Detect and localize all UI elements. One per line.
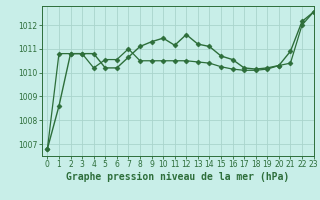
X-axis label: Graphe pression niveau de la mer (hPa): Graphe pression niveau de la mer (hPa): [66, 172, 289, 182]
